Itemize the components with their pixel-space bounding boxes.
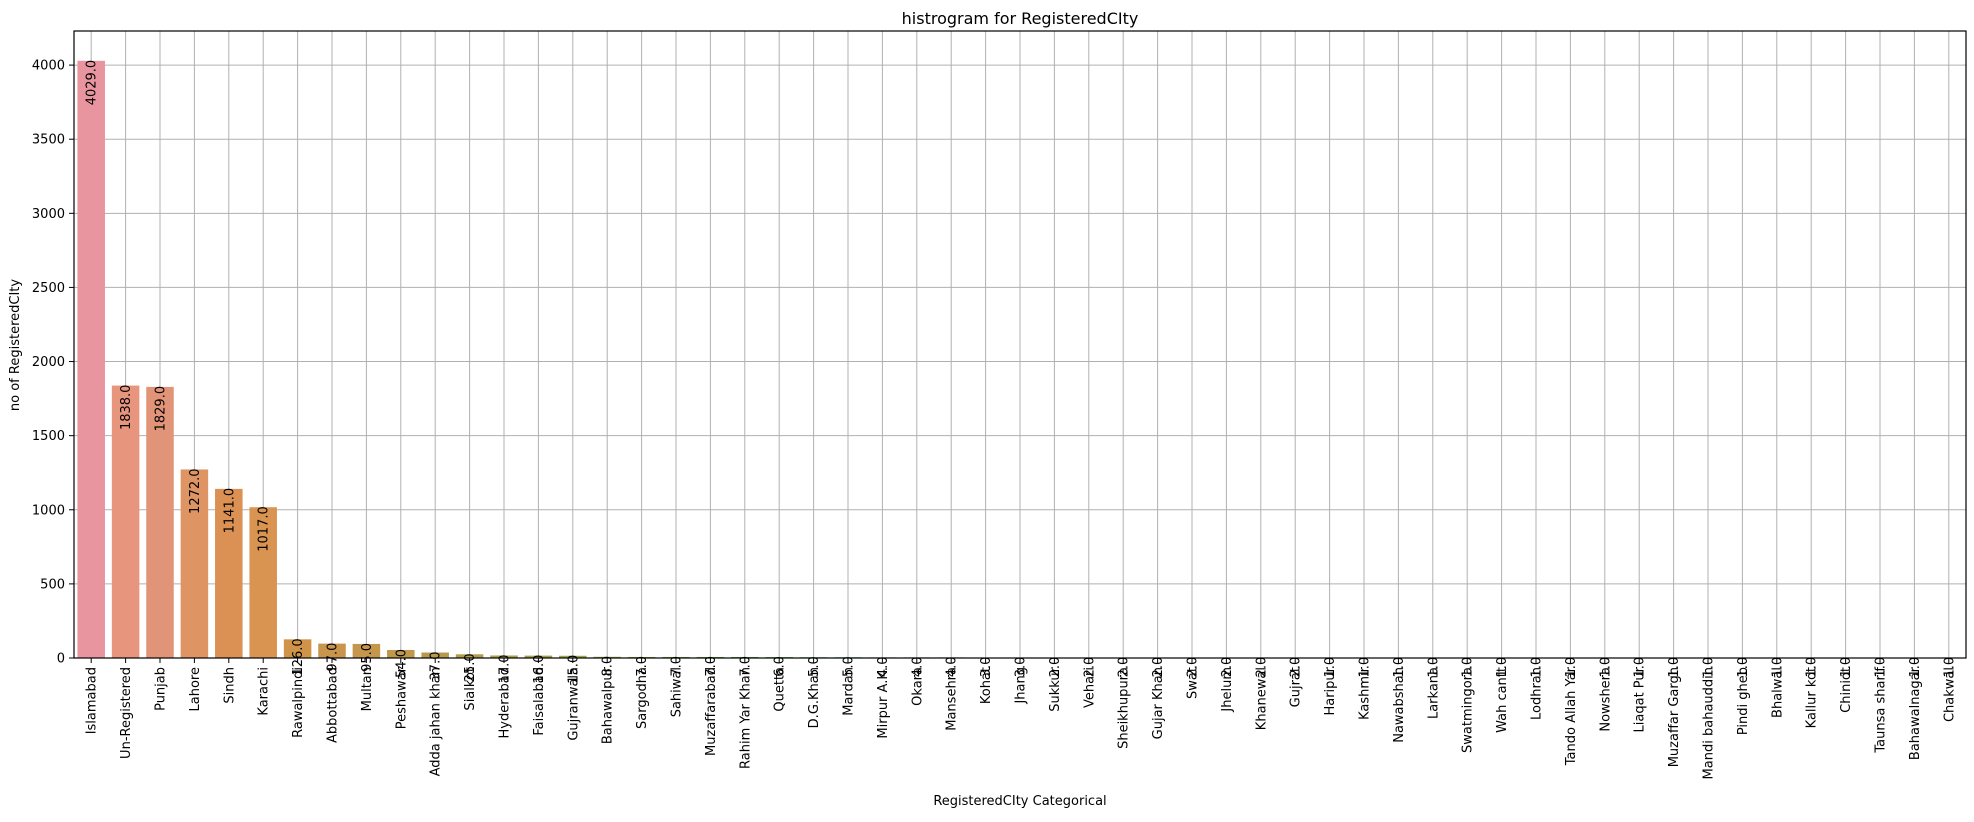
x-tick-label: D.G.Khan xyxy=(807,667,822,728)
x-tick-label: Okara xyxy=(910,667,925,706)
y-tick-label: 1500 xyxy=(32,429,65,444)
x-tick-label: Gujrat xyxy=(1289,667,1304,707)
x-tick-label: Taunsa sharif xyxy=(1874,667,1889,754)
bar-islamabad xyxy=(77,61,105,658)
x-tick-label: Abbottabad xyxy=(326,667,341,743)
x-tick-label: Sukkur xyxy=(1048,666,1063,711)
grid xyxy=(74,31,1966,658)
x-tick-label: Faisalabad xyxy=(532,667,547,736)
x-tick-label: Bahawalpur xyxy=(601,666,616,744)
y-tick-label: 1000 xyxy=(32,503,65,518)
y-axis-label: no of RegisteredCIty xyxy=(8,279,23,411)
x-tick-label: Kallur kot xyxy=(1805,667,1820,728)
y-tick-label: 0 xyxy=(57,652,65,667)
x-tick-label: Kohat xyxy=(979,667,994,704)
x-tick-label: Larkana xyxy=(1426,667,1441,719)
x-tick-label: Lahore xyxy=(188,667,203,711)
bar-value-label: 4029.0 xyxy=(85,60,100,106)
x-tick-label: Nawabshah xyxy=(1392,667,1407,743)
x-tick-label: Gujranwala xyxy=(566,667,581,741)
x-tick-label: Bhalwal xyxy=(1770,667,1785,718)
y-tick-label: 500 xyxy=(40,577,65,592)
y-tick-label: 3000 xyxy=(32,207,65,222)
chart-title: histrogram for RegisteredCIty xyxy=(902,9,1139,28)
x-tick-label: Vehari xyxy=(1082,667,1097,708)
x-tick-label: Sheikhupura xyxy=(1117,667,1132,749)
x-tick-label: Adda jahan khan xyxy=(429,667,444,776)
x-tick-label: Islamabad xyxy=(85,667,100,734)
x-tick-label: Pindi gheb xyxy=(1736,667,1751,735)
y-tick-label: 2500 xyxy=(32,281,65,296)
x-tick-label: Sahiwal xyxy=(670,667,685,717)
x-tick-label: Chiniot xyxy=(1839,667,1854,713)
x-tick-label: Peshawar xyxy=(394,666,409,729)
bar-value-label: 1017.0 xyxy=(257,506,272,551)
x-tick-label: Khanewal xyxy=(1254,667,1269,730)
y-tick-label: 3500 xyxy=(32,133,65,148)
x-tick-label: Haripur xyxy=(1323,666,1338,715)
x-tick-label: Mandi bahauddin xyxy=(1702,667,1717,779)
x-tick-label: Hyderabad xyxy=(498,667,513,739)
x-tick-label: Mansehra xyxy=(945,667,960,731)
x-tick-label: Multan xyxy=(360,667,375,711)
x-tick-label: Sargodha xyxy=(635,667,650,729)
bar-value-label: 1838.0 xyxy=(119,385,134,431)
x-tick-label: Jhang xyxy=(1014,667,1029,705)
x-tick-label: Un-Registered xyxy=(119,667,134,759)
bar-value-label: 1141.0 xyxy=(222,488,237,534)
x-tick-label: Rawalpindi xyxy=(291,667,306,738)
x-tick-label: Liaqat Pur xyxy=(1633,666,1648,732)
x-tick-label: Mirpur A.K. xyxy=(876,667,891,739)
bar-value-label: 1829.0 xyxy=(154,386,169,432)
x-tick-label: Tando Allah Yar xyxy=(1564,666,1579,766)
x-tick-label: Karachi xyxy=(257,667,272,716)
x-tick-label: Bahawalnagar xyxy=(1908,666,1923,760)
x-tick-label: Muzaffar Gargh xyxy=(1667,667,1682,767)
x-tick-label: Muzaffarabad xyxy=(704,667,719,756)
x-tick-label: Nowshera xyxy=(1598,667,1613,732)
x-tick-label: Gujar Khan xyxy=(1151,667,1166,739)
x-tick-label: Lodhran xyxy=(1530,667,1545,720)
x-tick-label: Sialkot xyxy=(463,667,478,711)
x-tick-label: Kashmir xyxy=(1358,666,1373,720)
x-tick-label: Chakwal xyxy=(1942,667,1957,722)
x-tick-label: Punjab xyxy=(154,667,169,711)
y-tick-label: 4000 xyxy=(32,59,65,74)
x-tick-label: Swat xyxy=(1186,667,1201,699)
axes: 0 500 1000 1500 2000 2500 3000 3500 4000 Islamaba… xyxy=(32,31,1966,779)
x-tick-label: Mardan xyxy=(842,667,857,716)
y-tick-label: 2000 xyxy=(32,355,65,370)
x-axis-label: RegisteredCIty Categorical xyxy=(933,794,1106,809)
bar-value-label: 1272.0 xyxy=(188,468,203,514)
x-tick-label: Swatmingora xyxy=(1461,667,1476,753)
x-tick-label: Sindh xyxy=(222,667,237,704)
x-tick-label: Quetta xyxy=(773,667,788,712)
x-tick-label: Jhelum xyxy=(1220,667,1235,713)
x-tick-label: Wah cantt xyxy=(1495,667,1510,733)
x-tick-label: Rahim Yar Khan xyxy=(738,667,753,769)
